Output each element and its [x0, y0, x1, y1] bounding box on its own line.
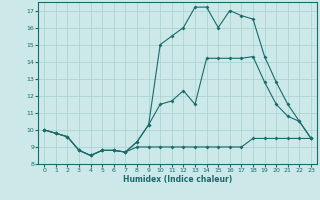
X-axis label: Humidex (Indice chaleur): Humidex (Indice chaleur) — [123, 175, 232, 184]
